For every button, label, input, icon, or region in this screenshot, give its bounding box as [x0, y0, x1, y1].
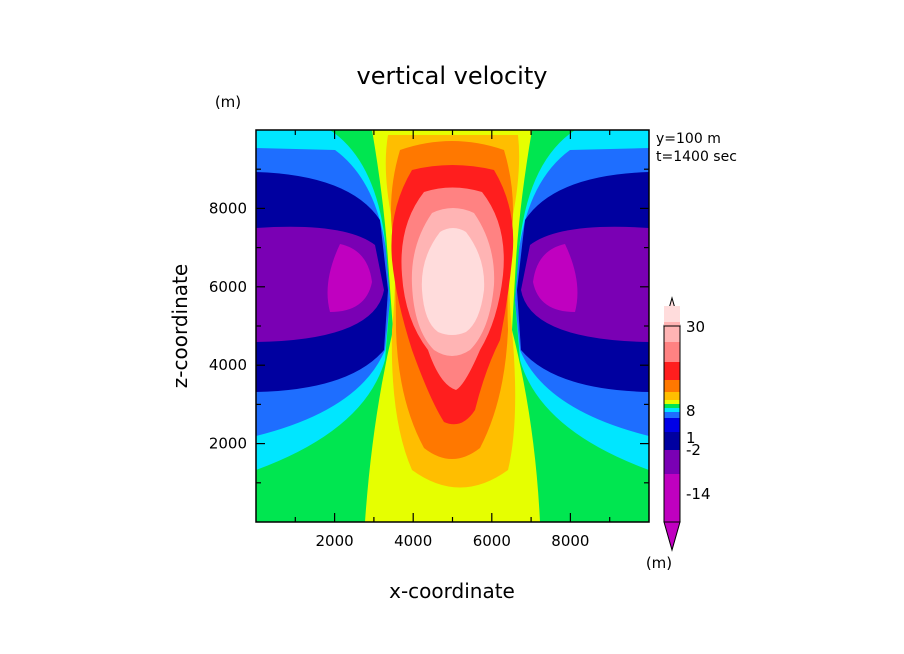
y-tick-label: 2000: [209, 435, 247, 453]
colorbar-segment: [664, 498, 680, 522]
y-tick-label: 4000: [209, 356, 247, 374]
y-tick-label: 6000: [209, 278, 247, 296]
colorbar-segment: [664, 400, 680, 404]
left-downdraft: [256, 130, 390, 470]
x-tick-label: 8000: [551, 532, 589, 550]
x-tick-label: 6000: [473, 532, 511, 550]
contour-magenta-right: [533, 244, 578, 312]
colorbar-segments: [664, 306, 680, 522]
colorbar-segment: [664, 342, 680, 362]
colorbar-segment: [664, 306, 680, 322]
chart-title: vertical velocity: [357, 62, 548, 90]
annotation-y: y=100 m: [656, 131, 721, 147]
y-tick-label: 8000: [209, 199, 247, 217]
right-downdraft: [515, 130, 649, 470]
colorbar-segment: [664, 408, 680, 412]
colorbar-segment: [664, 412, 680, 418]
colorbar-tick-30: 30: [686, 318, 705, 336]
colorbar-tick-neg2: -2: [686, 441, 701, 459]
annotation-t: t=1400 sec: [656, 149, 737, 165]
colorbar-segment: [664, 322, 680, 342]
y-unit-label: (m): [215, 93, 241, 111]
contour-field: [256, 130, 649, 522]
colorbar-segment: [664, 432, 680, 450]
contour-magenta-left: [327, 244, 372, 312]
colorbar-segment: [664, 418, 680, 432]
colorbar-frame: [663, 325, 681, 523]
colorbar-segment: [664, 392, 680, 400]
colorbar-tick-8: 8: [686, 402, 696, 420]
central-updraft: [365, 130, 540, 522]
colorbar-segment: [664, 404, 680, 408]
colorbar: 30 8 1 -2 -14 (m): [646, 296, 711, 572]
colorbar-tick-neg14: -14: [686, 485, 711, 503]
colorbar-bottom-arrow: [663, 521, 681, 552]
x-tick-label: 4000: [394, 532, 432, 550]
y-axis-label: z-coordinate: [168, 264, 192, 388]
colorbar-tick-1: 1: [686, 429, 696, 447]
colorbar-segment: [664, 462, 680, 474]
colorbar-segment: [664, 380, 680, 392]
y-axis-ticks: 2000 4000 6000 8000: [209, 168, 649, 484]
x-axis-ticks: 2000 4000 6000 8000: [294, 130, 611, 550]
x-axis-label: x-coordinate: [389, 579, 515, 603]
contour-lightpink: [421, 228, 485, 335]
colorbar-segment: [664, 474, 680, 498]
colorbar-unit: (m): [646, 554, 672, 572]
colorbar-segment: [664, 362, 680, 380]
x-tick-label: 2000: [316, 532, 354, 550]
colorbar-segment: [664, 450, 680, 462]
